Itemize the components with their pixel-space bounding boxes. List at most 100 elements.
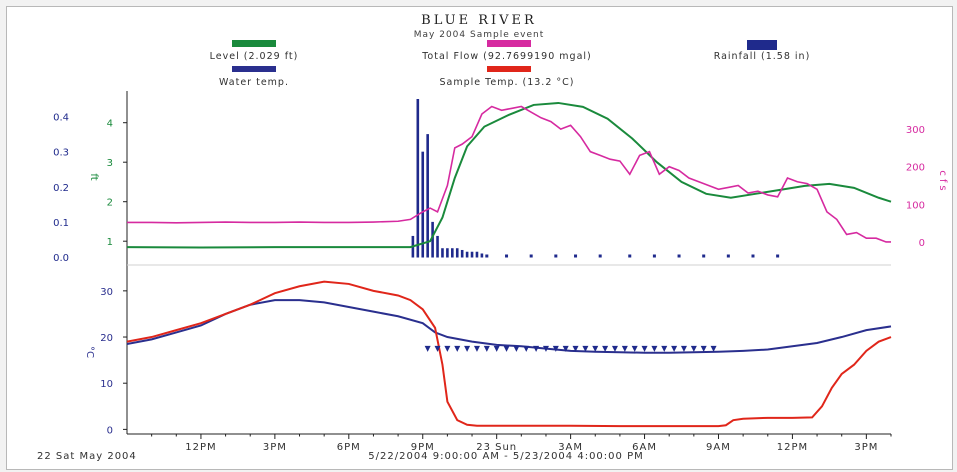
sample-marker (513, 345, 520, 352)
rainfall-dot (702, 254, 706, 258)
rainfall-dot (776, 254, 780, 258)
x-tick-label: 3PM (854, 442, 878, 453)
rainfall-bar (460, 249, 464, 258)
x-tick-label: 9PM (411, 442, 435, 453)
sample-marker (661, 345, 668, 352)
sample-marker (592, 345, 599, 352)
sample-marker (651, 345, 658, 352)
legend-label-water-temp: Water temp. (219, 77, 289, 88)
series-line-total-flow (127, 105, 891, 243)
rainfall-dot (726, 254, 730, 258)
flow-tick-label: 0 (919, 238, 925, 249)
rainfall-bar (451, 248, 454, 258)
series-line-water-temp (126, 299, 892, 354)
footer-date-label: 22 Sat May 2004 (37, 451, 137, 462)
level-axis-label: ft (88, 173, 99, 180)
sample-marker (611, 345, 618, 352)
sample-marker (562, 345, 569, 352)
rainfall-tick-label: 0.2 (53, 183, 69, 194)
footer-range-label: 5/22/2004 9:00:00 AM - 5/23/2004 4:00:00… (368, 451, 643, 462)
chart-subtitle: May 2004 Sample event (414, 30, 544, 40)
sample-marker (602, 345, 609, 352)
level-tick-label: 1 (107, 237, 113, 248)
rainfall-tick-label: 0.4 (53, 113, 69, 124)
sample-marker (523, 345, 530, 352)
rainfall-dot (628, 254, 632, 258)
rainfall-bar (426, 134, 429, 258)
series-line-sample-temp (126, 280, 892, 428)
legend-label-sample-temp: Sample Temp. (13.2 °C) (440, 77, 575, 88)
temp-axis-label: °C (84, 346, 95, 358)
sample-marker (444, 345, 451, 352)
rainfall-bar (416, 99, 420, 258)
chart-frame: BLUE RIVER May 2004 Sample event Level (… (6, 6, 953, 470)
x-tick-label: 3PM (263, 442, 287, 453)
level-tick-label: 4 (107, 119, 113, 130)
level-tick-label: 2 (107, 198, 113, 209)
x-tick-label: 12PM (185, 442, 216, 453)
temp-tick-label: 20 (100, 333, 113, 344)
rainfall-dot (652, 254, 656, 258)
sample-marker (572, 345, 579, 352)
flow-tick-label: 200 (906, 163, 925, 174)
chart-title: BLUE RIVER (421, 13, 537, 28)
rainfall-bar (475, 251, 479, 258)
chart-canvas: BLUE RIVER May 2004 Sample event Level (… (37, 13, 948, 462)
x-tick-label: 6AM (632, 442, 657, 453)
sample-marker (493, 345, 500, 352)
rainfall-dot (485, 254, 489, 258)
rainfall-bar (431, 221, 434, 258)
sample-marker (582, 345, 589, 352)
x-tick-label: 23 Sun (476, 442, 517, 453)
rainfall-bar (441, 248, 444, 258)
sample-marker (552, 345, 559, 352)
rainfall-dot (529, 254, 533, 258)
sample-marker (454, 345, 461, 352)
rainfall-bar (436, 235, 439, 258)
rainfall-tick-label: 0.1 (53, 218, 69, 229)
legend-label-rainfall: Rainfall (1.58 in) (714, 51, 811, 62)
sample-marker (631, 345, 638, 352)
sample-marker (680, 345, 687, 352)
x-tick-label: 9AM (706, 442, 731, 453)
sample-marker (671, 345, 678, 352)
level-tick-label: 3 (107, 158, 113, 169)
sample-marker (710, 345, 717, 352)
rainfall-bar (470, 251, 474, 258)
sample-marker (464, 345, 471, 352)
rainfall-bar (455, 248, 459, 258)
sample-marker (473, 345, 480, 352)
flow-axis-label: cfs (937, 170, 948, 193)
legend-swatch-rainfall (747, 40, 777, 50)
rainfall-bar (465, 251, 469, 258)
x-tick-label: 12PM (777, 442, 808, 453)
x-tick-label: 3AM (558, 442, 583, 453)
rainfall-tick-label: 0.0 (53, 253, 69, 264)
rainfall-bar (421, 151, 425, 258)
flow-tick-label: 100 (906, 200, 925, 211)
legend-swatch-sample-temp (487, 66, 531, 72)
rainfall-bar (480, 253, 484, 258)
sample-marker (503, 345, 510, 352)
rainfall-dot (505, 254, 509, 258)
temp-tick-label: 0 (107, 425, 113, 436)
legend-label-total-flow: Total Flow (92.7699190 mgal) (421, 51, 592, 62)
legend-swatch-total-flow (487, 40, 531, 47)
rainfall-dot (554, 254, 558, 258)
temp-tick-label: 10 (100, 379, 113, 390)
sample-marker (621, 345, 628, 352)
sample-marker (700, 345, 707, 352)
rainfall-tick-label: 0.3 (53, 148, 69, 159)
sample-marker (542, 345, 549, 352)
sample-marker (641, 345, 648, 352)
sample-marker (434, 345, 441, 352)
rainfall-dot (677, 254, 681, 258)
legend-label-level: Level (2.029 ft) (210, 51, 299, 62)
rainfall-bar (446, 248, 449, 258)
rainfall-dot (598, 254, 602, 258)
sample-marker (533, 345, 540, 352)
sample-marker (483, 345, 490, 352)
rainfall-dot (751, 254, 755, 258)
legend-swatch-level (232, 40, 276, 47)
legend-swatch-water-temp (232, 66, 276, 72)
